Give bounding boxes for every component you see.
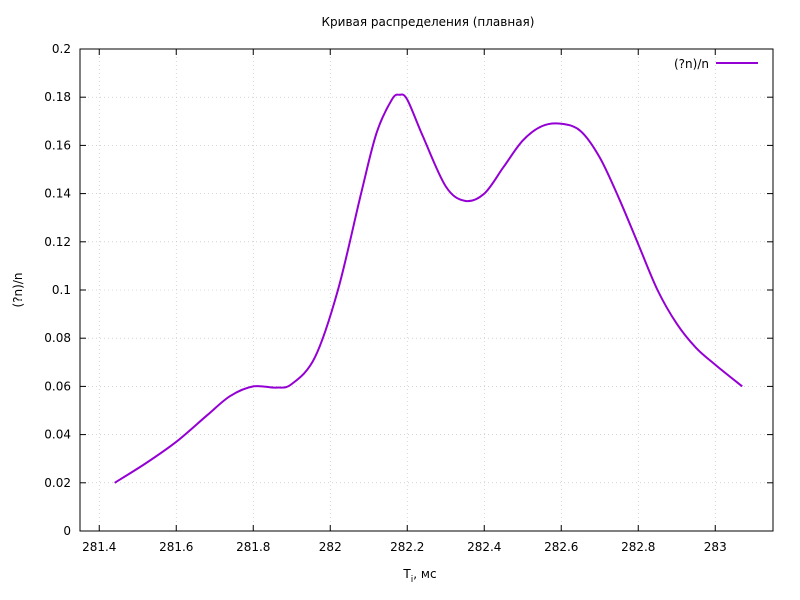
y-tick-label: 0.16 bbox=[44, 138, 71, 152]
series-line bbox=[114, 93, 743, 484]
x-tick-label: 282 bbox=[319, 540, 342, 554]
chart-title: Кривая распределения (плавная) bbox=[322, 15, 535, 29]
plot-frame bbox=[79, 48, 774, 532]
series-layer bbox=[114, 93, 743, 484]
x-tick-label: 283 bbox=[704, 540, 727, 554]
y-tick-label: 0.14 bbox=[44, 187, 71, 201]
y-tick-label: 0.08 bbox=[44, 331, 71, 345]
x-tick-label: 282.4 bbox=[467, 540, 501, 554]
grid bbox=[80, 48, 773, 532]
x-axis-label-subscript: i bbox=[411, 575, 414, 585]
x-axis-label-main: T bbox=[402, 567, 411, 581]
ticks: 281.4 281.6 281.8 282 282.2 282.4 282.6 282.8 28… bbox=[44, 42, 773, 554]
x-tick-label: 282.6 bbox=[544, 540, 578, 554]
x-axis-label-unit: , мс bbox=[413, 567, 436, 581]
y-tick-label: 0.12 bbox=[44, 235, 71, 249]
x-tick-label: 281.8 bbox=[236, 540, 270, 554]
y-tick-label: 0 bbox=[63, 524, 71, 538]
y-tick-label: 0.06 bbox=[44, 379, 71, 393]
x-tick-label: 281.6 bbox=[159, 540, 193, 554]
y-tick-label: 0.02 bbox=[44, 476, 71, 490]
x-axis-label: Ti, мс bbox=[402, 567, 436, 585]
y-tick-label: 0.04 bbox=[44, 428, 71, 442]
y-tick-label: 0.1 bbox=[52, 283, 71, 297]
x-tick-label: 282.8 bbox=[621, 540, 655, 554]
y-tick-label: 0.2 bbox=[52, 42, 71, 56]
legend: (?n)/n bbox=[674, 57, 758, 71]
legend-label: (?n)/n bbox=[674, 57, 709, 71]
x-tick-label: 282.2 bbox=[390, 540, 424, 554]
y-tick-label: 0.18 bbox=[44, 90, 71, 104]
y-axis-label: (?n)/n bbox=[11, 273, 25, 308]
x-tick-label: 281.4 bbox=[82, 540, 116, 554]
